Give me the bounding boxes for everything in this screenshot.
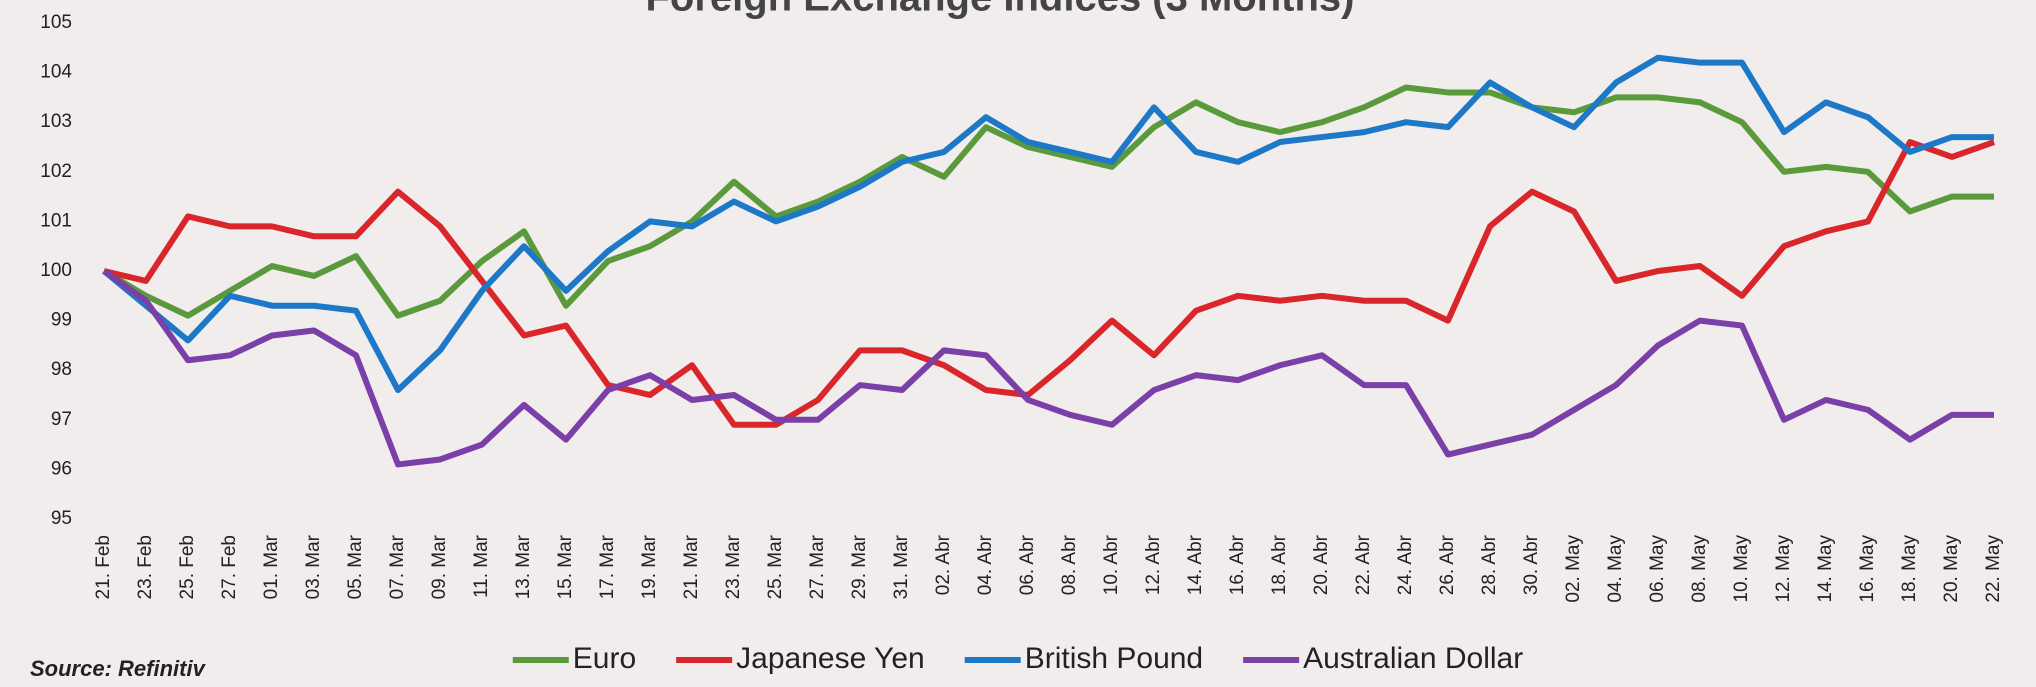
y-tick-label: 98 (51, 359, 72, 380)
chart-title: Foreign Exchange Indices (3 Months) (646, 0, 1355, 20)
x-tick-label: 11. Mar (471, 534, 492, 598)
x-tick-label: 24. Abr (1395, 534, 1416, 595)
x-tick-label: 14. May (1815, 535, 1836, 603)
x-tick-label: 10. Abr (1101, 534, 1122, 595)
x-tick-label: 18. May (1899, 535, 1920, 603)
x-tick-label: 16. May (1857, 535, 1878, 603)
x-tick-label: 14. Abr (1185, 534, 1206, 595)
legend-label: Japanese Yen (736, 642, 925, 675)
x-tick-label: 01. Mar (261, 534, 282, 599)
legend-label: Australian Dollar (1303, 642, 1523, 675)
y-tick-label: 97 (51, 409, 72, 430)
x-tick-label: 16. Abr (1227, 534, 1248, 595)
x-tick-label: 22. May (1983, 535, 2004, 603)
x-tick-label: 15. Mar (555, 534, 576, 599)
x-tick-label: 23. Feb (135, 535, 156, 599)
y-tick-label: 96 (51, 458, 72, 479)
x-tick-label: 27. Mar (807, 534, 828, 599)
x-tick-label: 18. Abr (1269, 534, 1290, 595)
page: Foreign Exchange Indices (3 Months) Sour… (0, 0, 2036, 687)
x-tick-label: 02. Abr (933, 534, 954, 595)
x-tick-label: 29. Mar (849, 534, 870, 599)
legend-label: Euro (573, 642, 636, 675)
x-tick-label: 21. Mar (681, 534, 702, 599)
x-tick-label: 19. Mar (639, 534, 660, 599)
x-tick-label: 25. Feb (177, 535, 198, 599)
x-tick-label: 06. May (1647, 535, 1668, 603)
x-tick-label: 17. Mar (597, 534, 618, 599)
x-tick-label: 10. May (1731, 535, 1752, 603)
x-tick-label: 06. Abr (1017, 534, 1038, 595)
y-tick-label: 105 (40, 12, 72, 33)
y-tick-label: 95 (51, 508, 72, 529)
y-tick-label: 99 (51, 310, 72, 331)
chart: Foreign Exchange Indices (3 Months) Sour… (0, 0, 2036, 687)
x-tick-label: 27. Feb (219, 535, 240, 599)
x-tick-label: 31. Mar (891, 534, 912, 599)
x-tick-label: 23. Mar (723, 534, 744, 599)
x-tick-label: 20. May (1941, 535, 1962, 603)
x-tick-label: 04. Abr (975, 534, 996, 595)
x-tick-label: 05. Mar (345, 534, 366, 599)
legend-label: British Pound (1025, 642, 1203, 675)
y-tick-label: 100 (40, 260, 72, 281)
x-tick-label: 03. Mar (303, 534, 324, 599)
x-tick-label: 25. Mar (765, 534, 786, 599)
y-tick-label: 102 (40, 161, 72, 182)
x-tick-label: 12. May (1773, 535, 1794, 603)
x-tick-label: 26. Abr (1437, 534, 1458, 595)
x-tick-label: 20. Abr (1311, 534, 1332, 595)
x-tick-label: 21. Feb (93, 535, 114, 599)
x-tick-label: 22. Abr (1353, 534, 1374, 595)
x-tick-label: 12. Abr (1143, 534, 1164, 595)
x-tick-label: 04. May (1605, 535, 1626, 603)
y-tick-label: 104 (40, 62, 72, 83)
x-tick-label: 09. Mar (429, 534, 450, 599)
y-tick-label: 103 (40, 111, 72, 132)
x-tick-label: 08. May (1689, 535, 1710, 603)
x-tick-label: 13. Mar (513, 534, 534, 599)
x-tick-label: 07. Mar (387, 534, 408, 599)
x-tick-label: 28. Abr (1479, 534, 1500, 595)
x-tick-label: 02. May (1563, 535, 1584, 603)
x-tick-label: 08. Abr (1059, 534, 1080, 595)
x-tick-label: 30. Abr (1521, 534, 1542, 595)
source-note: Source: Refinitiv (30, 656, 207, 681)
y-tick-label: 101 (40, 210, 72, 231)
